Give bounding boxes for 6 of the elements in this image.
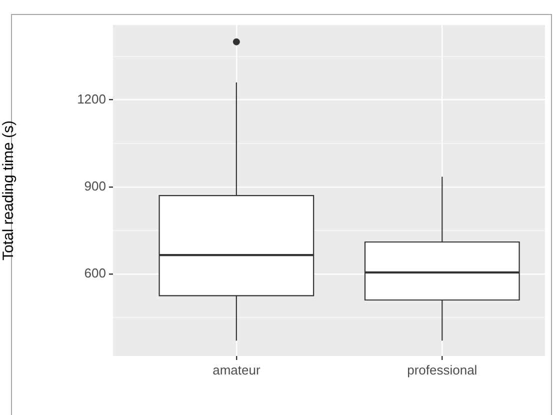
y-tick-label: 600 <box>84 265 106 280</box>
y-tick-label: 1200 <box>77 91 106 106</box>
x-tick-label: professional <box>407 362 478 378</box>
y-axis-title: Total reading time (s) <box>0 120 18 261</box>
y-tick-label: 900 <box>84 178 106 194</box>
x-tick-label: amateur <box>212 362 261 378</box>
